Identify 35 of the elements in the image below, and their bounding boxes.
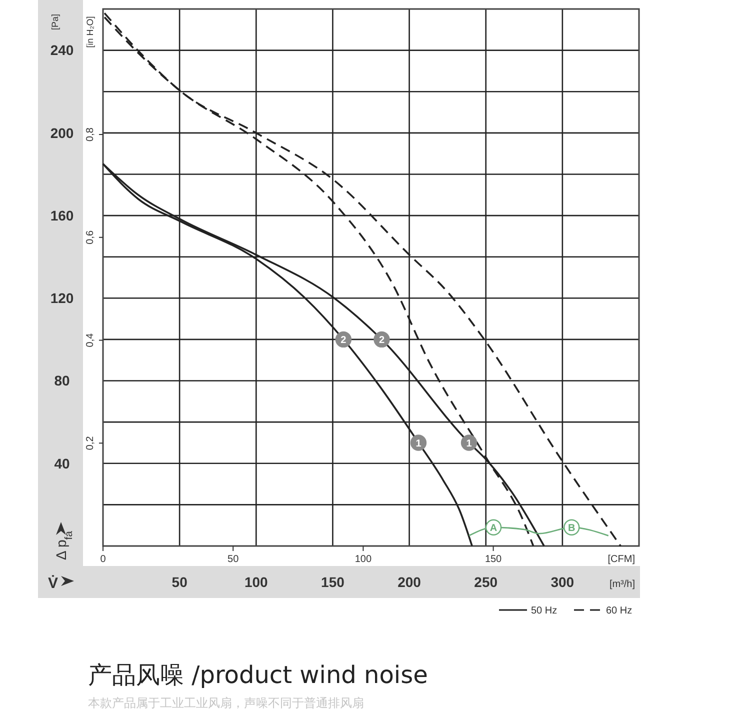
- annotation: 1: [416, 438, 422, 450]
- y-tick-label: 40: [54, 455, 70, 472]
- y-tick-label: 160: [50, 207, 74, 224]
- y-tick-label: 80: [54, 372, 70, 389]
- y-axis-title: [Pa]: [50, 14, 60, 30]
- y-tick-label: 200: [50, 124, 74, 141]
- y2-tick-label: 0,2: [85, 436, 96, 450]
- annotation: 2: [378, 335, 385, 346]
- annotation: B: [568, 523, 576, 534]
- x2-axis-title: [CFM]: [608, 554, 636, 565]
- x-tick-label: 300: [550, 574, 574, 590]
- legend-label: 50 Hz: [531, 606, 558, 616]
- annotation: A: [490, 523, 498, 534]
- y2-axis-title: [in H₂O]: [85, 16, 95, 48]
- legend-label: 60 Hz: [606, 606, 632, 616]
- x2-tick-label: 150: [484, 554, 502, 565]
- text: 本款产品属于工业工业风扇，声噪不同于普通排风扇: [88, 696, 364, 710]
- annotation: 2: [340, 335, 347, 346]
- y-tick-label: 120: [50, 290, 74, 306]
- x-tick-label: 250: [474, 574, 498, 590]
- y2-tick-label: 0,8: [85, 127, 96, 142]
- x2-tick-label: 50: [228, 554, 240, 565]
- x-axis-title: [m³/h]: [609, 579, 636, 590]
- x-tick-label: 200: [398, 574, 422, 590]
- x2-tick-label: 0: [100, 554, 106, 565]
- y2-tick-label: 0,6: [85, 230, 96, 244]
- x-tick-label: 100: [244, 574, 268, 590]
- text: 产品风噪 /product wind noise: [88, 661, 428, 689]
- y2-tick-label: 0,4: [85, 332, 96, 348]
- x2-tick-label: 100: [354, 554, 372, 565]
- x-tick-label: 50: [172, 574, 188, 590]
- annotation: 1: [466, 438, 472, 450]
- x-tick-label: 150: [321, 574, 345, 590]
- y-tick-label: 240: [50, 42, 74, 58]
- text: V̇: [48, 574, 58, 592]
